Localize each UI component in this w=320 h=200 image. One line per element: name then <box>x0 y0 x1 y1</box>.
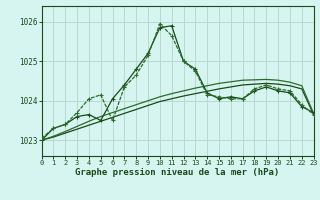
X-axis label: Graphe pression niveau de la mer (hPa): Graphe pression niveau de la mer (hPa) <box>76 168 280 177</box>
